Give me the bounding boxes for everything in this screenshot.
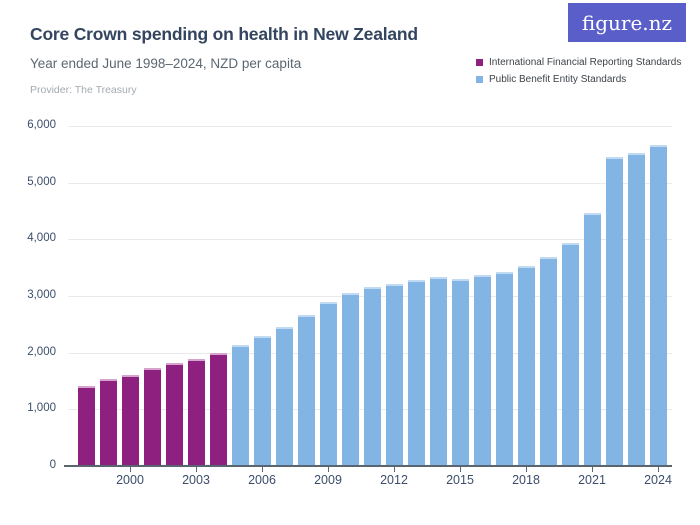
bar-2021[interactable] [583, 212, 601, 466]
gridline-4000 [68, 239, 672, 241]
x-axis-tick-2009 [328, 466, 329, 472]
bar-1998[interactable] [77, 385, 95, 466]
legend-item-ifrs: International Financial Reporting Standa… [476, 57, 681, 68]
legend-label-pbes: Public Benefit Entity Standards [489, 74, 627, 85]
x-axis-label-2006: 2006 [248, 473, 276, 487]
x-axis-label-2009: 2009 [314, 473, 342, 487]
gridline-6000 [68, 126, 672, 127]
x-axis-tick-2000 [130, 466, 131, 472]
bar-2014[interactable] [429, 277, 447, 466]
legend-swatch-pbes [476, 76, 483, 83]
bar-1999[interactable] [99, 378, 117, 466]
x-axis-label-2021: 2021 [578, 473, 606, 487]
figure-nz-logo[interactable]: figure.nz [568, 3, 686, 42]
bar-2020[interactable] [561, 243, 579, 466]
x-axis-label-2024: 2024 [644, 473, 672, 487]
chart-subtitle: Year ended June 1998–2024, NZD per capit… [30, 56, 302, 71]
bar-2018[interactable] [517, 265, 535, 466]
y-axis-label-2000: 2,000 [27, 345, 56, 358]
chart-legend: International Financial Reporting Standa… [476, 57, 681, 91]
x-axis-tick-2012 [394, 466, 395, 472]
gridline-5000 [68, 182, 672, 184]
bar-2002[interactable] [165, 363, 183, 466]
y-axis-label-1000: 1,000 [27, 402, 56, 415]
bar-2024[interactable] [649, 144, 667, 466]
bar-2010[interactable] [341, 293, 359, 466]
bar-2007[interactable] [275, 326, 293, 466]
y-axis-label-4000: 4,000 [27, 232, 56, 245]
provider-label: Provider: The Treasury [30, 84, 137, 96]
x-axis-tick-2003 [196, 466, 197, 472]
y-axis-label-0: 0 [49, 459, 56, 471]
x-axis-label-2003: 2003 [182, 473, 210, 487]
bar-2009[interactable] [319, 302, 337, 466]
bar-2005[interactable] [231, 344, 249, 466]
x-axis-tick-2024 [658, 466, 659, 472]
bar-2004[interactable] [209, 352, 227, 466]
bar-2000[interactable] [121, 374, 139, 466]
legend-label-ifrs: International Financial Reporting Standa… [489, 57, 682, 68]
bar-2001[interactable] [143, 367, 161, 466]
bar-2017[interactable] [495, 271, 513, 466]
page-title: Core Crown spending on health in New Zea… [30, 24, 418, 44]
bar-2022[interactable] [605, 157, 623, 466]
x-axis-label-2015: 2015 [446, 473, 474, 487]
y-axis-label-5000: 5,000 [27, 175, 56, 188]
x-axis-label-2012: 2012 [380, 473, 408, 487]
x-axis-label-2018: 2018 [512, 473, 540, 487]
bar-2012[interactable] [385, 283, 403, 466]
bar-2006[interactable] [253, 335, 271, 466]
x-axis-tick-2015 [460, 466, 461, 472]
legend-swatch-ifrs [476, 59, 483, 66]
x-axis-tick-2018 [526, 466, 527, 472]
x-axis-tick-2006 [262, 466, 263, 472]
bar-2016[interactable] [473, 275, 491, 466]
legend-item-pbes: Public Benefit Entity Standards [476, 74, 681, 85]
bar-2003[interactable] [187, 358, 205, 466]
x-axis-line [64, 465, 672, 467]
y-axis-label-6000: 6,000 [27, 119, 56, 131]
bar-2015[interactable] [451, 279, 469, 466]
y-axis-label-3000: 3,000 [27, 289, 56, 301]
figure-nz-logo-text: figure.nz [581, 10, 673, 35]
bar-2023[interactable] [627, 152, 645, 466]
bar-2008[interactable] [297, 314, 315, 466]
bar-2011[interactable] [363, 286, 381, 466]
bar-2013[interactable] [407, 280, 425, 466]
x-axis-tick-2021 [592, 466, 593, 472]
bar-2019[interactable] [539, 256, 557, 466]
x-axis-label-2000: 2000 [116, 473, 144, 487]
